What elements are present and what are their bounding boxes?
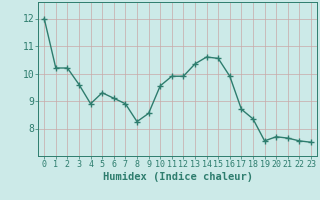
- X-axis label: Humidex (Indice chaleur): Humidex (Indice chaleur): [103, 172, 252, 182]
